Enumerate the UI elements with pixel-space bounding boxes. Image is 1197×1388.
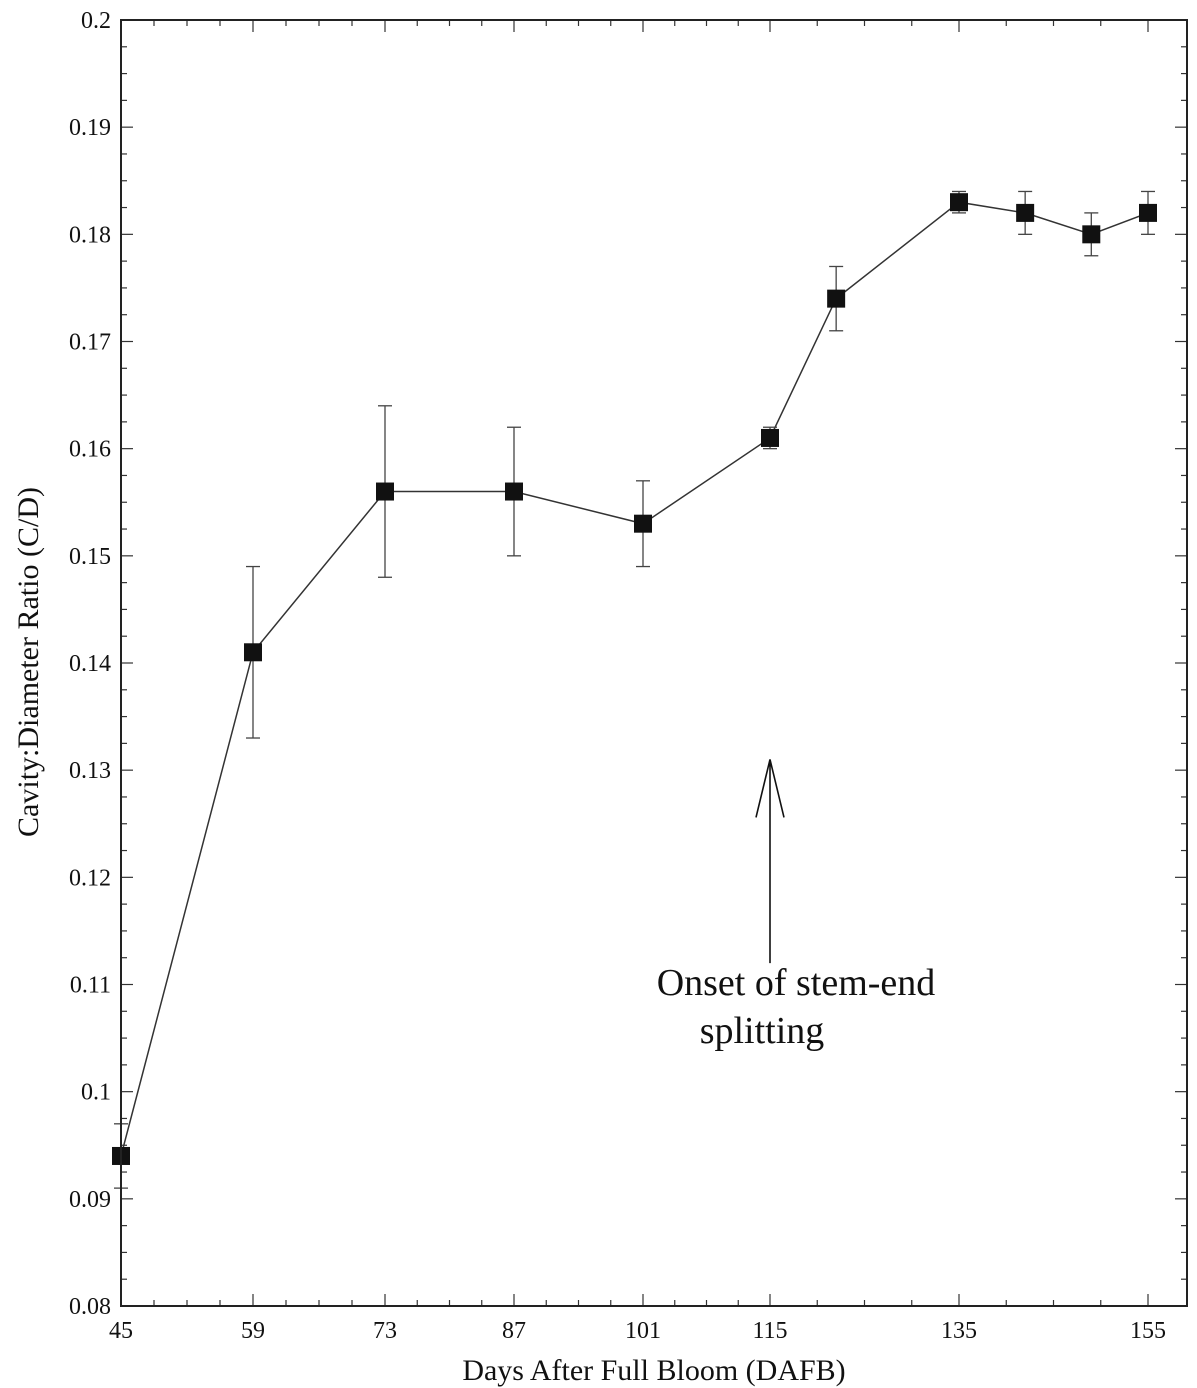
x-tick-label: 101 <box>625 1318 661 1344</box>
data-point <box>244 643 262 662</box>
x-tick-label: 135 <box>941 1318 977 1344</box>
x-tick-label: 73 <box>373 1318 397 1344</box>
data-point <box>761 428 779 447</box>
y-tick-label: 0.18 <box>69 222 111 248</box>
y-tick-label: 0.19 <box>69 115 111 141</box>
x-tick-label: 115 <box>752 1318 787 1344</box>
y-tick-label: 0.2 <box>81 8 111 34</box>
data-point <box>505 482 523 501</box>
y-tick-label: 0.1 <box>81 1080 111 1106</box>
annotation-line-1: Onset of stem-end <box>657 962 936 1004</box>
data-point <box>1082 225 1101 244</box>
data-point <box>1139 203 1157 222</box>
annotation-arrow <box>755 759 785 964</box>
data-point <box>634 514 652 533</box>
annotation-line-2: splitting <box>700 1010 825 1052</box>
x-axis-title: Days After Full Bloom (DAFB) <box>462 1354 845 1387</box>
y-tick-label: 0.17 <box>69 330 111 356</box>
y-tick-label: 0.13 <box>69 758 111 784</box>
y-tick-label: 0.16 <box>69 437 111 463</box>
y-tick-label: 0.11 <box>70 973 111 999</box>
x-tick-label: 155 <box>1130 1318 1166 1344</box>
y-tick-label: 0.12 <box>69 865 111 891</box>
data-point <box>1016 203 1035 222</box>
data-point <box>827 289 846 308</box>
plot-frame <box>120 19 1188 1307</box>
x-tick-label: 87 <box>502 1318 526 1344</box>
y-tick-label: 0.15 <box>69 544 111 570</box>
y-axis-title: Cavity:Diameter Ratio (C/D) <box>12 487 45 837</box>
y-tick-label: 0.14 <box>69 651 111 677</box>
data-point <box>376 482 394 501</box>
x-tick-label: 59 <box>241 1318 265 1344</box>
data-markers <box>112 193 1157 1165</box>
y-tick-label: 0.09 <box>69 1187 111 1213</box>
y-tick-labels: 0.08 0.09 0.1 0.11 0.12 0.13 0.14 0.15 0.16 0.17 0… <box>69 8 111 1320</box>
data-point <box>950 193 968 212</box>
x-tick-labels: 45 59 73 87 101 115 135 155 <box>109 1318 1166 1344</box>
error-bars <box>114 190 1155 1189</box>
y-tick-label: 0.08 <box>69 1294 111 1320</box>
x-tick-label: 45 <box>109 1318 133 1344</box>
onset-annotation: Onset of stem-end splitting <box>657 759 936 1052</box>
series-line <box>120 201 1149 1157</box>
